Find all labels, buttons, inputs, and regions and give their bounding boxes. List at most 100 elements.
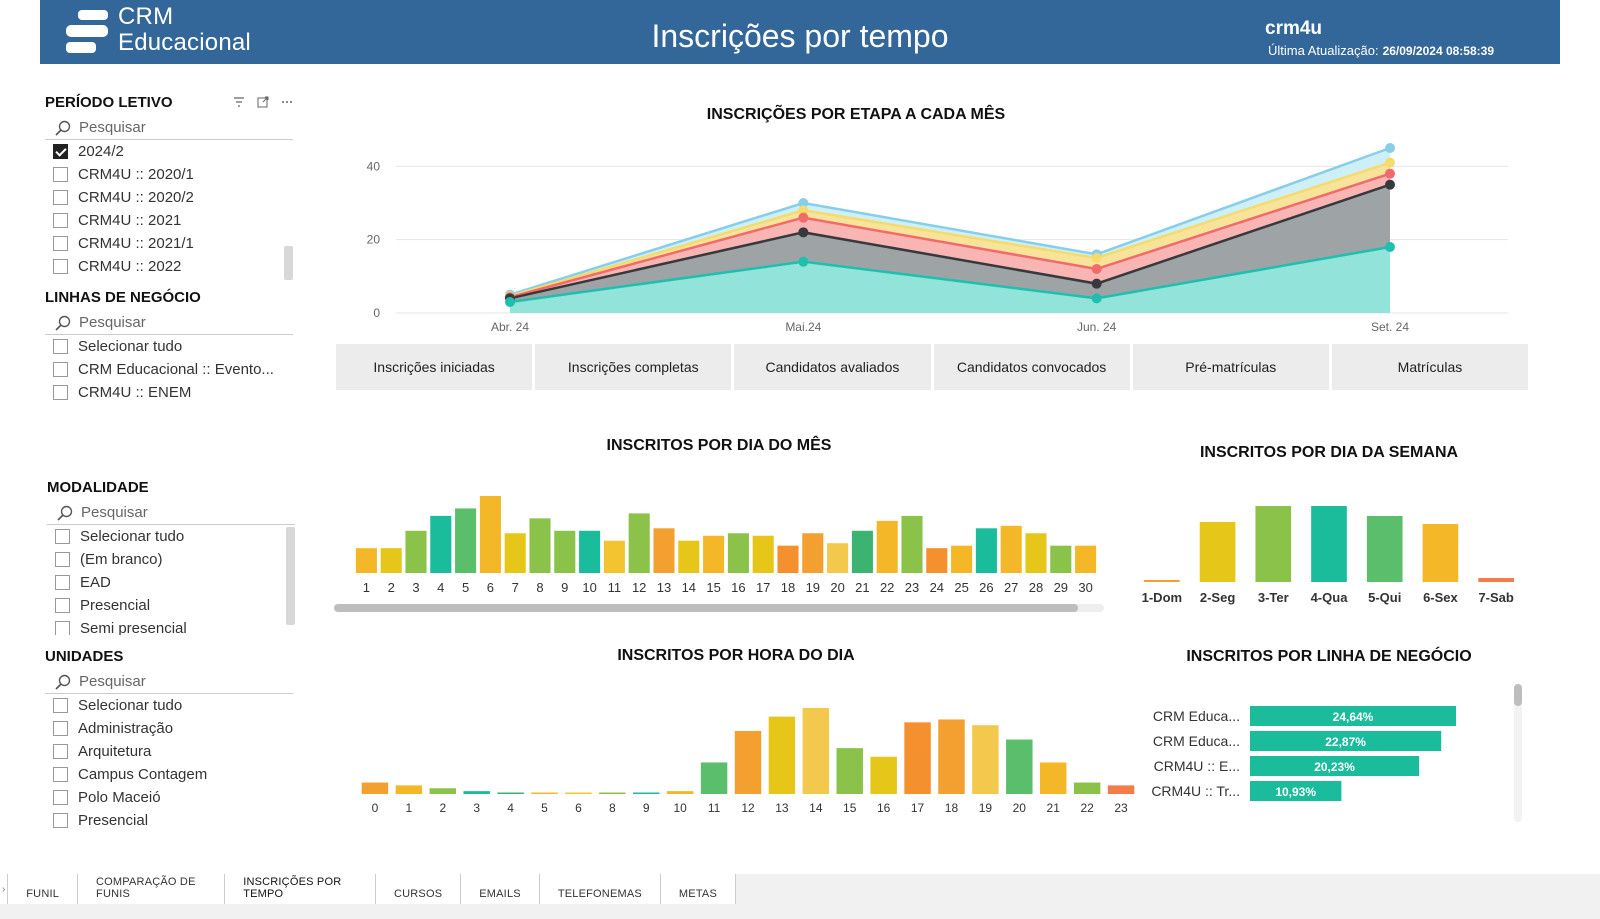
bar[interactable] bbox=[355, 548, 377, 573]
bar[interactable] bbox=[463, 791, 490, 794]
bar[interactable] bbox=[633, 792, 660, 795]
bar[interactable] bbox=[802, 533, 824, 573]
data-point[interactable] bbox=[1385, 179, 1395, 190]
bar[interactable] bbox=[579, 530, 601, 573]
bar[interactable] bbox=[734, 730, 762, 794]
slicer-option[interactable]: Campus Contagem bbox=[45, 763, 293, 786]
tab-3[interactable]: CURSOS bbox=[376, 874, 462, 904]
tab-5[interactable]: TELEFONEMAS bbox=[540, 874, 661, 904]
checkbox[interactable] bbox=[53, 362, 68, 377]
bar[interactable] bbox=[870, 756, 897, 794]
bar[interactable] bbox=[529, 518, 551, 573]
bar[interactable] bbox=[1366, 516, 1403, 582]
checkbox[interactable] bbox=[53, 213, 68, 228]
bar[interactable] bbox=[430, 515, 452, 573]
tab-4[interactable]: EMAILS bbox=[461, 874, 540, 904]
bar[interactable] bbox=[1422, 524, 1459, 582]
checkbox[interactable] bbox=[53, 721, 68, 736]
search-input[interactable]: Pesquisar bbox=[45, 311, 293, 335]
checkbox[interactable] bbox=[55, 552, 70, 567]
scrollbar-thumb[interactable] bbox=[1514, 684, 1522, 706]
stage-button[interactable]: Inscrições iniciadas bbox=[336, 344, 533, 390]
bar[interactable] bbox=[554, 530, 576, 573]
bar[interactable] bbox=[926, 548, 948, 573]
bar[interactable] bbox=[1250, 706, 1456, 726]
expand-icon[interactable] bbox=[257, 96, 269, 108]
bar[interactable] bbox=[666, 791, 694, 794]
bar[interactable] bbox=[1144, 580, 1180, 582]
bar[interactable] bbox=[901, 515, 923, 573]
bar[interactable] bbox=[1478, 578, 1514, 582]
slicer-option[interactable]: Presencial bbox=[45, 809, 293, 832]
data-point[interactable] bbox=[1091, 293, 1102, 304]
bar[interactable] bbox=[972, 725, 999, 794]
checkbox[interactable] bbox=[53, 144, 68, 159]
bar[interactable] bbox=[565, 792, 592, 795]
data-point[interactable] bbox=[1385, 242, 1395, 252]
bar[interactable] bbox=[497, 792, 524, 795]
checkbox[interactable] bbox=[55, 598, 70, 613]
bar[interactable] bbox=[777, 545, 799, 573]
bar[interactable] bbox=[727, 533, 749, 573]
checkbox[interactable] bbox=[53, 744, 68, 759]
bar[interactable] bbox=[938, 719, 965, 794]
checkbox[interactable] bbox=[53, 813, 68, 828]
search-input[interactable]: Pesquisar bbox=[45, 116, 293, 140]
checkbox[interactable] bbox=[53, 790, 68, 805]
stage-button[interactable]: Pré-matrículas bbox=[1132, 344, 1329, 390]
checkbox[interactable] bbox=[53, 385, 68, 400]
data-point[interactable] bbox=[798, 198, 809, 208]
horizontal-scrollbar[interactable] bbox=[334, 604, 1104, 612]
tab-6[interactable]: METAS bbox=[661, 874, 736, 904]
bar[interactable] bbox=[827, 543, 849, 573]
bar[interactable] bbox=[851, 530, 873, 573]
bar[interactable] bbox=[1250, 756, 1420, 776]
checkbox[interactable] bbox=[53, 167, 68, 182]
bar[interactable] bbox=[1250, 781, 1342, 801]
bar[interactable] bbox=[1039, 762, 1067, 794]
data-point[interactable] bbox=[1385, 143, 1395, 153]
checkbox[interactable] bbox=[53, 767, 68, 782]
slicer-option[interactable]: Presencial bbox=[47, 594, 295, 617]
checkbox[interactable] bbox=[53, 236, 68, 251]
checkbox[interactable] bbox=[53, 339, 68, 354]
bar[interactable] bbox=[405, 530, 427, 573]
bar[interactable] bbox=[628, 513, 650, 573]
bar[interactable] bbox=[1073, 782, 1101, 794]
bar[interactable] bbox=[361, 782, 389, 794]
bar[interactable] bbox=[951, 545, 973, 573]
bar[interactable] bbox=[479, 496, 501, 573]
checkbox[interactable] bbox=[53, 698, 68, 713]
bar[interactable] bbox=[429, 788, 457, 794]
bar[interactable] bbox=[653, 528, 675, 573]
stage-button[interactable]: Candidatos avaliados bbox=[734, 344, 931, 390]
bar[interactable] bbox=[678, 540, 700, 573]
vertical-scrollbar[interactable] bbox=[1514, 684, 1522, 822]
data-point[interactable] bbox=[798, 227, 809, 238]
checkbox[interactable] bbox=[53, 190, 68, 205]
data-point[interactable] bbox=[1385, 168, 1395, 179]
bar[interactable] bbox=[455, 508, 477, 573]
checkbox[interactable] bbox=[55, 529, 70, 544]
slicer-option[interactable]: CRM4U :: 2020/1 bbox=[45, 163, 293, 186]
bar[interactable] bbox=[1050, 545, 1072, 573]
slicer-option[interactable]: CRM4U :: 2021/1 bbox=[45, 232, 293, 255]
slicer-option[interactable]: CRM4U :: 2021 bbox=[45, 209, 293, 232]
slicer-option[interactable]: CRM4U :: 2022 bbox=[45, 255, 293, 278]
data-point[interactable] bbox=[1385, 157, 1395, 168]
bar[interactable] bbox=[1025, 533, 1047, 573]
bar[interactable] bbox=[504, 533, 526, 573]
slicer-option[interactable]: Administração bbox=[45, 717, 293, 740]
bar[interactable] bbox=[1311, 506, 1347, 582]
bar[interactable] bbox=[531, 792, 558, 795]
slicer-option[interactable]: EAD bbox=[47, 571, 295, 594]
bar[interactable] bbox=[1107, 785, 1135, 794]
bar[interactable] bbox=[380, 548, 402, 573]
bar[interactable] bbox=[876, 520, 898, 573]
slicer-option[interactable]: Semi presencial bbox=[47, 617, 295, 635]
scrollbar-thumb[interactable] bbox=[334, 604, 1078, 612]
bar[interactable] bbox=[904, 722, 931, 794]
stage-button[interactable]: Inscrições completas bbox=[535, 344, 732, 390]
slicer-option[interactable]: Polo Maceió bbox=[45, 786, 293, 809]
slicer-option[interactable]: Selecionar tudo bbox=[47, 525, 295, 548]
